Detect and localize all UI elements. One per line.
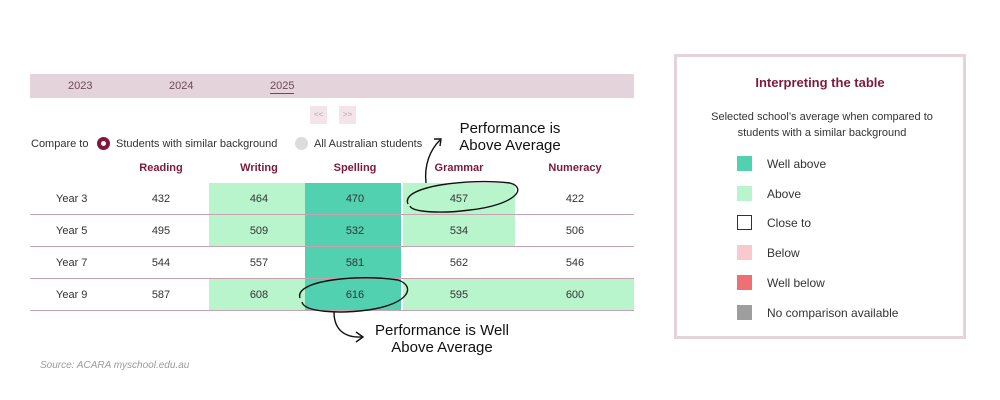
legend-label: No comparison available bbox=[767, 305, 899, 320]
table-cell-highlight bbox=[515, 279, 634, 311]
row-label: Year 5 bbox=[56, 225, 88, 237]
note-line: Above Average bbox=[459, 137, 561, 154]
table-cell: 432 bbox=[151, 193, 171, 205]
column-header-spelling: Spelling bbox=[333, 162, 377, 174]
legend-label: Below bbox=[767, 246, 800, 261]
table-cell-highlight bbox=[209, 279, 305, 311]
table-cell: 581 bbox=[345, 257, 365, 269]
similar-background-label[interactable]: Students with similar background bbox=[116, 138, 278, 150]
table-cell: 595 bbox=[449, 289, 469, 301]
row-label: Year 3 bbox=[56, 193, 88, 205]
table-cell: 422 bbox=[565, 193, 585, 205]
all-australian-label[interactable]: All Australian students bbox=[314, 138, 423, 150]
table-cell-highlight bbox=[305, 183, 401, 215]
table-cell-highlight bbox=[403, 215, 515, 247]
table-cell: 534 bbox=[449, 225, 469, 237]
table-cell: 546 bbox=[565, 257, 585, 269]
table-cell-highlight bbox=[209, 183, 305, 215]
next-page-button[interactable]: >> bbox=[339, 106, 356, 124]
row-label: Year 9 bbox=[56, 289, 88, 301]
legend-label: Close to bbox=[767, 216, 812, 231]
row-divider bbox=[30, 214, 634, 215]
legend-label: Well above bbox=[767, 157, 827, 171]
table-cell: 562 bbox=[449, 257, 469, 269]
tab-2025[interactable]: 2025 bbox=[270, 80, 295, 94]
row-label: Year 7 bbox=[56, 257, 88, 269]
year-tab-bar: 2023 2024 2025 bbox=[30, 74, 634, 98]
all-australian-radio[interactable] bbox=[295, 137, 308, 150]
table-cell-highlight bbox=[305, 215, 401, 247]
tab-2023[interactable]: 2023 bbox=[68, 80, 93, 92]
row-divider bbox=[30, 310, 634, 311]
table-cell: 608 bbox=[249, 289, 269, 301]
table-cell: 495 bbox=[151, 225, 171, 237]
column-header-reading: Reading bbox=[139, 162, 183, 174]
note-line: Above Average bbox=[391, 339, 493, 356]
table-cell-highlight bbox=[403, 279, 515, 311]
above-average-note: Performance is Above Average bbox=[446, 120, 574, 154]
legend-swatch bbox=[737, 156, 752, 171]
legend-card: Interpreting the table Selected school’s… bbox=[674, 54, 966, 339]
legend-swatch bbox=[737, 215, 752, 231]
table-cell: 506 bbox=[565, 225, 585, 237]
table-cell: 557 bbox=[249, 257, 269, 269]
table-cell: 600 bbox=[565, 289, 585, 301]
row-divider bbox=[30, 246, 634, 247]
table-cell: 616 bbox=[345, 289, 365, 301]
note-line: Performance is Well bbox=[375, 322, 509, 339]
legend-description: Selected school’s average when compared … bbox=[711, 111, 933, 139]
table-cell-highlight bbox=[305, 279, 401, 311]
table-cell-highlight bbox=[305, 247, 401, 279]
legend-swatch bbox=[737, 245, 752, 261]
legend-label: Well below bbox=[767, 275, 825, 290]
previous-page-button[interactable]: << bbox=[310, 106, 327, 124]
tab-2024[interactable]: 2024 bbox=[169, 80, 194, 92]
legend-label: Above bbox=[767, 186, 802, 201]
table-cell: 509 bbox=[249, 225, 269, 237]
legend-swatch bbox=[737, 185, 752, 201]
table-cell: 544 bbox=[151, 257, 171, 269]
column-header-writing: Writing bbox=[240, 162, 278, 174]
column-header-grammar: Grammar bbox=[434, 162, 484, 174]
legend-swatch bbox=[737, 274, 752, 290]
similar-background-radio[interactable] bbox=[97, 137, 110, 150]
table-cell: 457 bbox=[449, 193, 469, 205]
column-header-numeracy: Numeracy bbox=[548, 162, 602, 174]
table-cell-highlight bbox=[209, 215, 305, 247]
grammar-highlight-ellipse bbox=[406, 180, 519, 213]
well-above-average-note: Performance is Well Above Average bbox=[362, 322, 522, 356]
arrow-to-top-note bbox=[424, 139, 441, 184]
spelling-highlight-ellipse bbox=[299, 277, 409, 313]
table-cell: 464 bbox=[249, 193, 269, 205]
table-cell: 587 bbox=[151, 289, 171, 301]
legend-swatch bbox=[737, 304, 752, 320]
legend-title: Interpreting the table bbox=[755, 75, 885, 90]
note-line: Performance is bbox=[459, 120, 561, 137]
compare-to-label: Compare to bbox=[31, 138, 89, 150]
table-cell-highlight bbox=[403, 183, 515, 215]
table-cell: 470 bbox=[345, 193, 365, 205]
source-caption: Source: ACARA myschool.edu.au bbox=[40, 360, 190, 371]
arrow-to-bottom-note bbox=[333, 311, 363, 338]
table-cell: 532 bbox=[345, 225, 365, 237]
row-divider bbox=[30, 278, 634, 279]
annotation-overlay bbox=[299, 138, 519, 343]
